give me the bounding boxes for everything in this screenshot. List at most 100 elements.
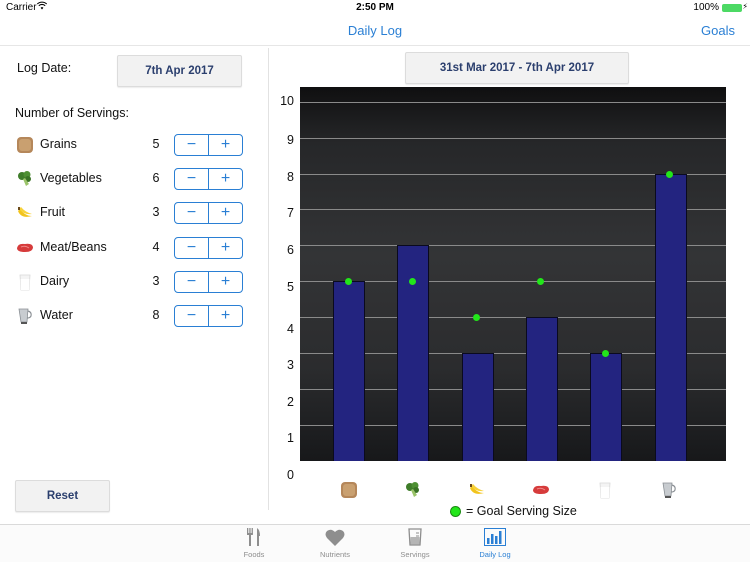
serving-row-meat-beans: Meat/Beans 4 − +	[0, 237, 268, 259]
food-name: Water	[40, 308, 73, 322]
tab-servings[interactable]: Servings	[385, 527, 445, 561]
navigation-bar: Daily Log Goals	[0, 16, 750, 46]
goal-marker-grains	[345, 278, 352, 285]
goal-marker-water	[666, 171, 673, 178]
food-name: Meat/Beans	[40, 240, 107, 254]
food-name: Fruit	[40, 205, 65, 219]
reset-button[interactable]: Reset	[15, 480, 110, 512]
tab-nutrients[interactable]: Nutrients	[305, 527, 365, 561]
bar-water	[655, 174, 687, 461]
gridline	[300, 102, 726, 103]
page-title: Daily Log	[347, 23, 403, 38]
status-bar: Carrier 2:50 PM 100% ⚡	[0, 0, 750, 16]
gridline	[300, 138, 726, 139]
goal-dot-legend-icon	[450, 505, 461, 517]
y-tick-label: 4	[287, 322, 294, 336]
servings-stepper: − +	[174, 168, 243, 190]
y-tick-label: 10	[280, 94, 294, 108]
serving-row-dairy: Dairy 3 − +	[0, 271, 268, 293]
gridline	[300, 389, 726, 390]
gridline	[300, 174, 726, 175]
serving-count: 8	[152, 308, 160, 322]
tab-bar: Foods Nutrients Servings Daily Log	[0, 524, 750, 562]
bread-icon	[339, 480, 359, 500]
goal-marker-fruit	[473, 314, 480, 321]
broccoli-icon	[15, 169, 34, 188]
goal-marker-dairy	[602, 350, 609, 357]
serving-count: 3	[152, 274, 160, 288]
serving-count: 3	[152, 205, 160, 219]
tab-foods[interactable]: Foods	[224, 527, 284, 561]
food-name: Dairy	[40, 274, 70, 288]
bar-meat-beans	[526, 317, 558, 461]
fork-knife-icon	[224, 527, 284, 547]
decrement-button[interactable]: −	[175, 238, 209, 258]
panel-divider	[268, 48, 269, 510]
servings-stepper: − +	[174, 237, 243, 259]
meat-icon	[15, 238, 34, 257]
food-name: Grains	[40, 137, 77, 151]
broccoli-icon	[403, 480, 423, 500]
goal-marker-meat-beans	[537, 278, 544, 285]
y-tick-label: 2	[287, 395, 294, 409]
serving-count: 5	[152, 137, 160, 151]
heart-icon	[305, 527, 365, 547]
increment-button[interactable]: +	[220, 273, 231, 290]
gridline	[300, 281, 726, 282]
charging-icon: ⚡	[742, 2, 748, 11]
y-tick-label: 6	[287, 243, 294, 257]
log-date-label: Log Date:	[17, 61, 72, 75]
y-tick-label: 1	[287, 431, 294, 445]
meat-icon	[531, 480, 551, 500]
battery-percent: 100%	[693, 2, 719, 13]
y-tick-label: 9	[287, 133, 294, 147]
tab-label: Servings	[400, 550, 430, 559]
bar-dairy	[590, 353, 622, 461]
serving-count: 4	[152, 240, 160, 254]
bar-chart-icon	[465, 527, 525, 547]
servings-stepper: − +	[174, 134, 243, 156]
tab-label: Daily Log	[479, 550, 511, 559]
tab-daily-log[interactable]: Daily Log	[465, 527, 525, 561]
log-date-button[interactable]: 7th Apr 2017	[117, 55, 242, 87]
serving-row-grains: Grains 5 − +	[0, 134, 268, 156]
y-tick-label: 7	[287, 206, 294, 220]
serving-row-vegetables: Vegetables 6 − +	[0, 168, 268, 190]
decrement-button[interactable]: −	[175, 272, 209, 292]
servings-heading: Number of Servings:	[15, 106, 129, 120]
date-range-button[interactable]: 31st Mar 2017 - 7th Apr 2017	[405, 52, 629, 84]
increment-button[interactable]: +	[220, 239, 231, 256]
tab-label: Foods	[243, 550, 265, 559]
decrement-button[interactable]: −	[175, 306, 209, 326]
gridline	[300, 245, 726, 246]
y-tick-label: 0	[287, 468, 294, 482]
milk-icon	[595, 480, 615, 500]
goals-button[interactable]: Goals	[701, 23, 735, 38]
increment-button[interactable]: +	[220, 307, 231, 324]
servings-stepper: − +	[174, 305, 243, 327]
gridline	[300, 353, 726, 354]
serving-row-water: Water 8 − +	[0, 305, 268, 327]
increment-button[interactable]: +	[220, 136, 231, 153]
decrement-button[interactable]: −	[175, 203, 209, 223]
serving-count: 6	[152, 171, 160, 185]
gridline	[300, 317, 726, 318]
y-tick-label: 3	[287, 358, 294, 372]
water-pitcher-icon	[15, 306, 34, 325]
y-tick-label: 5	[287, 280, 294, 294]
chart-legend: = Goal Serving Size	[450, 504, 577, 518]
increment-button[interactable]: +	[220, 170, 231, 187]
battery-icon	[722, 4, 742, 12]
decrement-button[interactable]: −	[175, 135, 209, 155]
tab-label: Nutrients	[319, 550, 350, 559]
carrier-label: Carrier	[6, 2, 37, 13]
servings-stepper: − +	[174, 202, 243, 224]
banana-icon	[467, 480, 487, 500]
increment-button[interactable]: +	[220, 204, 231, 221]
y-tick-label: 8	[287, 170, 294, 184]
gridline	[300, 209, 726, 210]
decrement-button[interactable]: −	[175, 169, 209, 189]
bread-icon	[15, 135, 34, 154]
goal-marker-vegetables	[409, 278, 416, 285]
water-pitcher-icon	[659, 480, 679, 500]
